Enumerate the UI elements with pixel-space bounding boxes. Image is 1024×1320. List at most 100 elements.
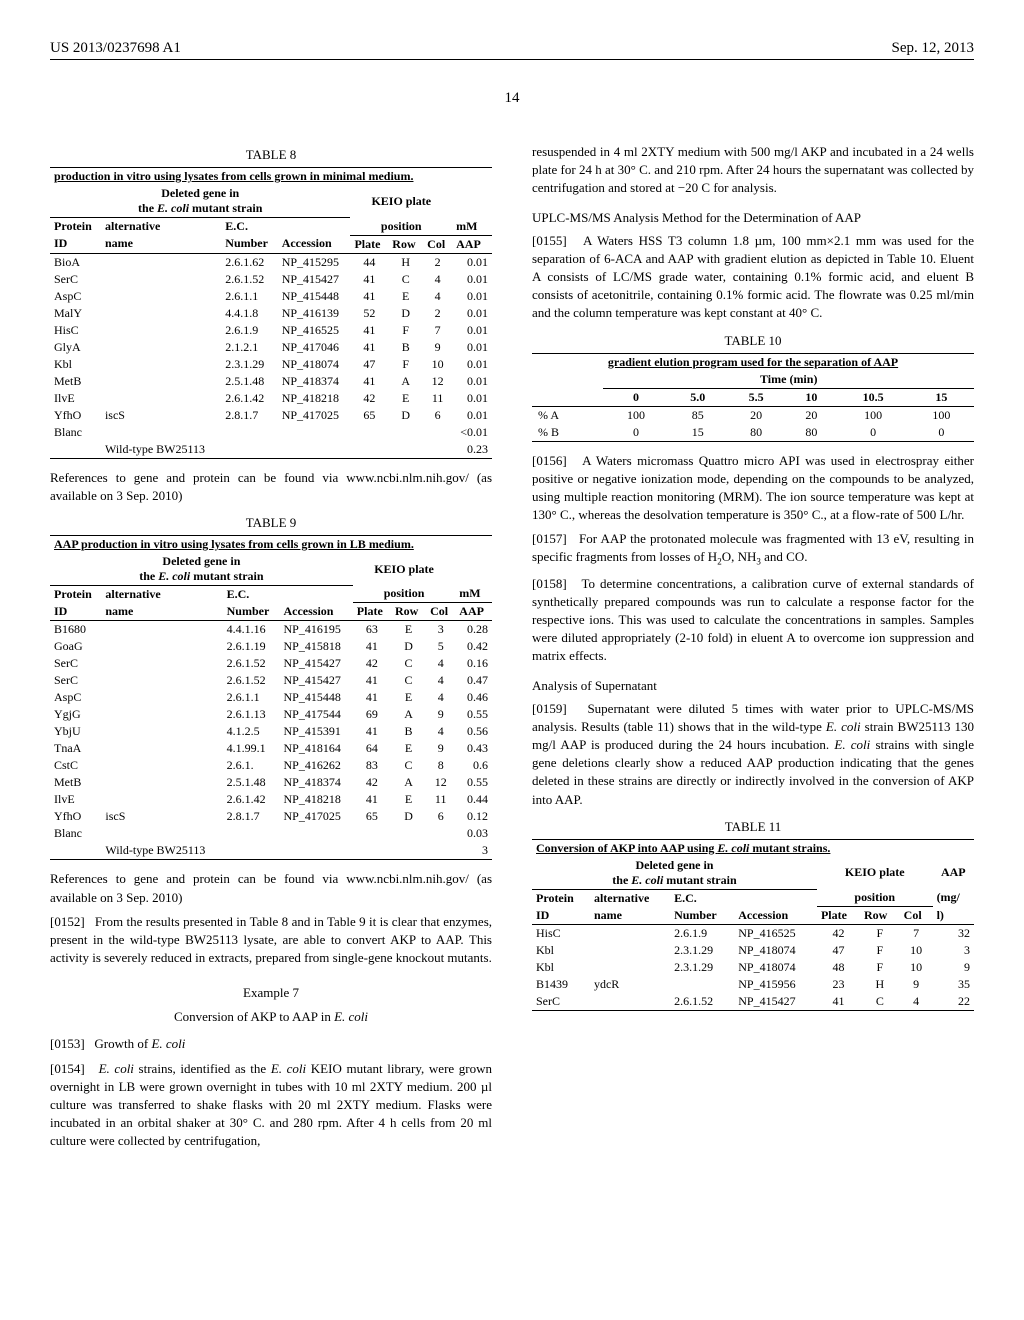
table-cell: 42: [353, 655, 391, 672]
table-cell: 0.23: [452, 441, 492, 459]
table-cell: 12: [423, 373, 452, 390]
table9-title: TABLE 9: [50, 515, 492, 531]
table-cell: [350, 424, 388, 441]
table-row: % B015808000: [532, 424, 974, 442]
para-text: To determine concentrations, a calibrati…: [532, 576, 974, 664]
table-cell: Wild-type BW25113: [101, 842, 222, 860]
table-cell: 10: [900, 942, 933, 959]
table-cell: 80: [785, 424, 837, 442]
table-cell: 80: [727, 424, 785, 442]
th-t2: 5.5: [727, 388, 785, 406]
table-row: HisC2.6.1.9NP_41652542F732: [532, 925, 974, 943]
table-cell: 0.46: [455, 689, 492, 706]
th-t4: 10.5: [837, 388, 908, 406]
table-cell: E: [391, 791, 426, 808]
table-cell: Kbl: [532, 959, 590, 976]
table-cell: 41: [353, 689, 391, 706]
table-cell: 2.6.1.9: [670, 925, 734, 943]
para-text: E. coli strains, identified as the E. co…: [50, 1061, 492, 1149]
table-cell: AspC: [50, 288, 101, 305]
table-cell: 2.6.1.: [223, 757, 280, 774]
para-0159: [0159] Supernatant were diluted 5 times …: [532, 700, 974, 809]
th-time: Time (min): [603, 371, 974, 389]
table-row: AspC2.6.1.1NP_41544841E40.01: [50, 288, 492, 305]
th-plate: Plate: [817, 907, 860, 925]
table-cell: 0.16: [455, 655, 492, 672]
table-cell: 11: [426, 791, 455, 808]
para-0156: [0156] A Waters micromass Quattro micro …: [532, 452, 974, 525]
table-row: Blanc<0.01: [50, 424, 492, 441]
table-cell: 2.6.1.42: [221, 390, 277, 407]
table-cell: [101, 706, 222, 723]
table-cell: 0.6: [455, 757, 492, 774]
th-alternative: alternative: [101, 218, 221, 236]
table-cell: 2.6.1.19: [223, 638, 280, 655]
table-cell: [278, 424, 351, 441]
table-cell: 42: [353, 774, 391, 791]
table-cell: NP_416525: [734, 925, 817, 943]
th-ec: E.C.: [670, 889, 734, 907]
table-cell: HisC: [50, 322, 101, 339]
th-alternative: alternative: [590, 889, 670, 907]
table-cell: 0.42: [455, 638, 492, 655]
page-number: 14: [50, 90, 974, 107]
table-cell: 6: [426, 808, 455, 825]
table-row: Kbl2.3.1.29NP_41807448F109: [532, 959, 974, 976]
table11-title: TABLE 11: [532, 819, 974, 835]
table-cell: 100: [909, 406, 974, 424]
table-cell: YbjU: [50, 723, 101, 740]
table-cell: NP_418374: [279, 774, 352, 791]
table-cell: 41: [350, 339, 388, 356]
table-cell: 63: [353, 621, 391, 639]
th-row: Row: [391, 603, 426, 621]
th-col: Col: [423, 235, 452, 253]
table-cell: 15: [668, 424, 726, 442]
table-cell: 4.4.1.16: [223, 621, 280, 639]
table-row: HisC2.6.1.9NP_41652541F70.01: [50, 322, 492, 339]
table-cell: SerC: [50, 672, 101, 689]
table-cell: A: [388, 373, 423, 390]
table-cell: 48: [817, 959, 860, 976]
para-num: [0157]: [532, 531, 567, 546]
th-position: position: [350, 218, 452, 236]
table-cell: 9: [423, 339, 452, 356]
table-row: GlyA2.1.2.1NP_41704641B90.01: [50, 339, 492, 356]
th-row: Row: [388, 235, 423, 253]
table-cell: 9: [900, 976, 933, 993]
table-cell: [279, 825, 352, 842]
table-cell: C: [391, 757, 426, 774]
table-cell: [426, 825, 455, 842]
th-t5: 15: [909, 388, 974, 406]
th-deleted-gene: Deleted gene inthe E. coli mutant strain: [612, 858, 736, 887]
th-number: Number: [670, 907, 734, 925]
table-cell: 2.6.1.1: [223, 689, 280, 706]
table10-caption: gradient elution program used for the se…: [608, 355, 898, 369]
table-cell: [101, 339, 221, 356]
table-cell: BioA: [50, 253, 101, 271]
table-cell: [101, 740, 222, 757]
table-cell: 0.01: [452, 390, 492, 407]
table-cell: 2.6.1.52: [221, 271, 277, 288]
table10: gradient elution program used for the se…: [532, 353, 974, 442]
table-cell: NP_417025: [279, 808, 352, 825]
table-cell: 7: [900, 925, 933, 943]
table-cell: 2.6.1.42: [223, 791, 280, 808]
para-text: A Waters HSS T3 column 1.8 µm, 100 mm×2.…: [532, 233, 974, 321]
table-row: Wild-type BW251133: [50, 842, 492, 860]
table-cell: C: [391, 672, 426, 689]
table-cell: [101, 424, 221, 441]
table-cell: 8: [426, 757, 455, 774]
table-cell: SerC: [50, 271, 101, 288]
table-cell: [101, 621, 222, 639]
table-cell: [278, 441, 351, 459]
table-row: YfhOiscS2.8.1.7NP_41702565D60.01: [50, 407, 492, 424]
table-cell: 2.6.1.62: [221, 253, 277, 271]
table-cell: SerC: [532, 993, 590, 1011]
table-cell: 47: [817, 942, 860, 959]
th-protein: Protein: [50, 218, 101, 236]
table-cell: E: [388, 390, 423, 407]
table-row: MalY4.4.1.8NP_41613952D20.01: [50, 305, 492, 322]
table-cell: [221, 424, 277, 441]
table-cell: 0.01: [452, 305, 492, 322]
table-cell: [101, 271, 221, 288]
